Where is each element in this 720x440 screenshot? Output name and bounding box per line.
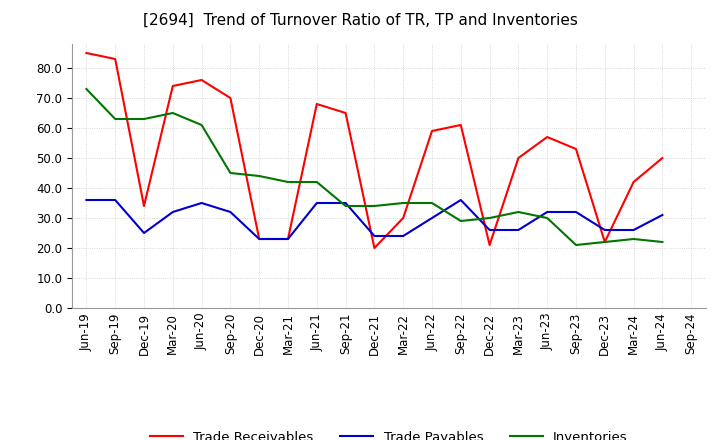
Trade Receivables: [82, 50, 91, 55]
Trade Payables: [168, 209, 177, 215]
Inventories: [197, 122, 206, 128]
Inventories: [255, 173, 264, 179]
Trade Payables: [428, 215, 436, 220]
Trade Receivables: [370, 246, 379, 251]
Trade Payables: [572, 209, 580, 215]
Trade Receivables: [226, 95, 235, 101]
Trade Payables: [197, 200, 206, 205]
Trade Payables: [82, 198, 91, 203]
Trade Receivables: [168, 83, 177, 88]
Trade Payables: [456, 198, 465, 203]
Inventories: [168, 110, 177, 116]
Trade Payables: [255, 236, 264, 242]
Trade Receivables: [543, 134, 552, 139]
Trade Payables: [399, 233, 408, 238]
Inventories: [312, 180, 321, 185]
Inventories: [140, 116, 148, 121]
Trade Receivables: [514, 155, 523, 161]
Trade Receivables: [399, 215, 408, 220]
Inventories: [428, 200, 436, 205]
Trade Payables: [341, 200, 350, 205]
Inventories: [226, 170, 235, 176]
Line: Inventories: Inventories: [86, 89, 662, 245]
Line: Trade Receivables: Trade Receivables: [86, 53, 662, 248]
Trade Receivables: [312, 101, 321, 106]
Trade Payables: [658, 213, 667, 218]
Trade Receivables: [140, 203, 148, 209]
Trade Payables: [140, 231, 148, 236]
Inventories: [284, 180, 292, 185]
Trade Receivables: [255, 236, 264, 242]
Trade Receivables: [456, 122, 465, 128]
Trade Payables: [312, 200, 321, 205]
Inventories: [341, 203, 350, 209]
Trade Payables: [600, 227, 609, 233]
Trade Receivables: [629, 180, 638, 185]
Trade Receivables: [197, 77, 206, 83]
Inventories: [82, 86, 91, 92]
Inventories: [370, 203, 379, 209]
Trade Payables: [543, 209, 552, 215]
Text: [2694]  Trend of Turnover Ratio of TR, TP and Inventories: [2694] Trend of Turnover Ratio of TR, TP…: [143, 13, 577, 28]
Trade Payables: [514, 227, 523, 233]
Inventories: [658, 239, 667, 245]
Trade Payables: [226, 209, 235, 215]
Trade Payables: [370, 233, 379, 238]
Trade Payables: [485, 227, 494, 233]
Trade Receivables: [284, 236, 292, 242]
Trade Receivables: [485, 242, 494, 248]
Inventories: [629, 236, 638, 242]
Line: Trade Payables: Trade Payables: [86, 200, 662, 239]
Trade Receivables: [341, 110, 350, 116]
Legend: Trade Receivables, Trade Payables, Inventories: Trade Receivables, Trade Payables, Inven…: [145, 425, 633, 440]
Inventories: [572, 242, 580, 248]
Trade Payables: [111, 198, 120, 203]
Trade Receivables: [572, 147, 580, 152]
Inventories: [456, 218, 465, 224]
Trade Payables: [629, 227, 638, 233]
Inventories: [399, 200, 408, 205]
Trade Receivables: [600, 239, 609, 245]
Trade Payables: [284, 236, 292, 242]
Inventories: [543, 215, 552, 220]
Trade Receivables: [111, 56, 120, 62]
Trade Receivables: [658, 155, 667, 161]
Inventories: [600, 239, 609, 245]
Trade Receivables: [428, 128, 436, 134]
Inventories: [514, 209, 523, 215]
Inventories: [111, 116, 120, 121]
Inventories: [485, 215, 494, 220]
